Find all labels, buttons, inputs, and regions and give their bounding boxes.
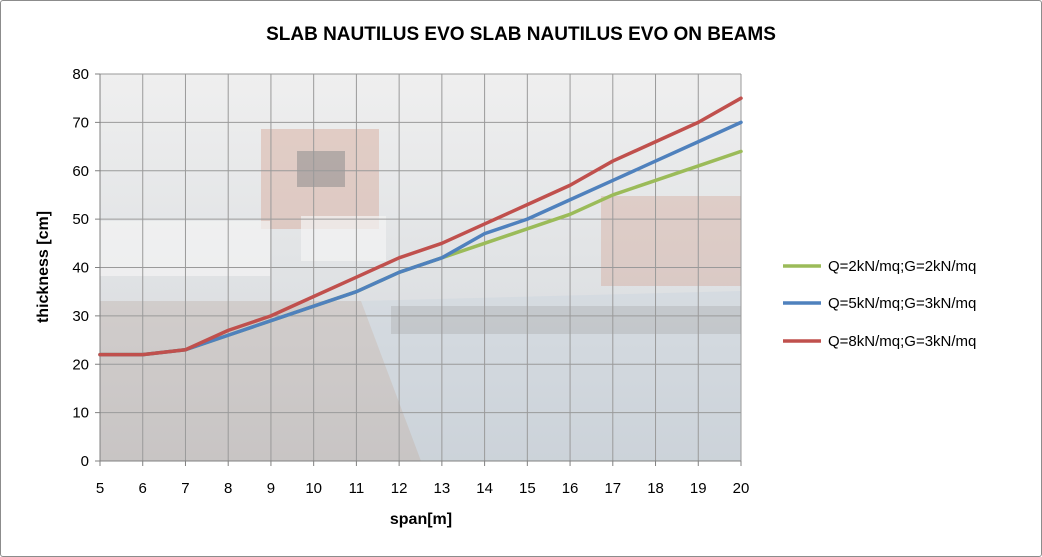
x-tick-label: 15 bbox=[519, 480, 536, 497]
x-tick-label: 20 bbox=[733, 480, 750, 497]
x-tick-label: 19 bbox=[690, 480, 707, 497]
x-axis-title: span[m] bbox=[390, 511, 452, 528]
legend: Q=2kN/mq;G=2kN/mq Q=5kN/mq;G=3kN/mq Q=8kN/… bbox=[783, 258, 976, 350]
x-tick-label: 10 bbox=[305, 480, 322, 497]
x-tick-label: 7 bbox=[181, 480, 189, 497]
x-tick-label: 13 bbox=[434, 480, 451, 497]
x-tick-label: 14 bbox=[476, 480, 493, 497]
series-line-2 bbox=[98, 120, 743, 357]
y-tick-label: 50 bbox=[72, 211, 89, 228]
x-tick-labels: 5 6 7 8 9 10 11 12 13 14 15 16 17 18 19 20 bbox=[96, 480, 750, 497]
series-line-3 bbox=[98, 96, 743, 357]
y-tick-label: 30 bbox=[72, 308, 89, 325]
x-tick-label: 8 bbox=[224, 480, 232, 497]
y-tick-label: 70 bbox=[72, 114, 89, 131]
x-tick-label: 9 bbox=[267, 480, 275, 497]
legend-label-2: Q=5kN/mq;G=3kN/mq bbox=[828, 295, 976, 312]
axes bbox=[95, 73, 742, 466]
y-axis-title: thickness [cm] bbox=[35, 211, 52, 323]
y-tick-labels: 0 10 20 30 40 50 60 70 80 bbox=[72, 66, 89, 470]
x-tick-label: 18 bbox=[647, 480, 664, 497]
x-tick-label: 17 bbox=[604, 480, 621, 497]
y-tick-label: 20 bbox=[72, 356, 89, 373]
chart-title: SLAB NAUTILUS EVO SLAB NAUTILUS EVO ON B… bbox=[266, 24, 776, 45]
series-lines bbox=[98, 96, 743, 357]
x-tick-label: 12 bbox=[391, 480, 408, 497]
x-tick-label: 11 bbox=[349, 480, 365, 497]
legend-label-3: Q=8kN/mq;G=3kN/mq bbox=[828, 333, 976, 350]
x-tick-label: 5 bbox=[96, 480, 104, 497]
x-tick-label: 16 bbox=[562, 480, 579, 497]
y-tick-label: 60 bbox=[72, 163, 89, 180]
x-tick-label: 6 bbox=[139, 480, 147, 497]
y-tick-label: 80 bbox=[72, 66, 89, 83]
y-tick-label: 0 bbox=[81, 453, 89, 470]
y-tick-label: 10 bbox=[72, 405, 89, 422]
legend-label-1: Q=2kN/mq;G=2kN/mq bbox=[828, 258, 976, 275]
y-tick-label: 40 bbox=[72, 260, 89, 277]
